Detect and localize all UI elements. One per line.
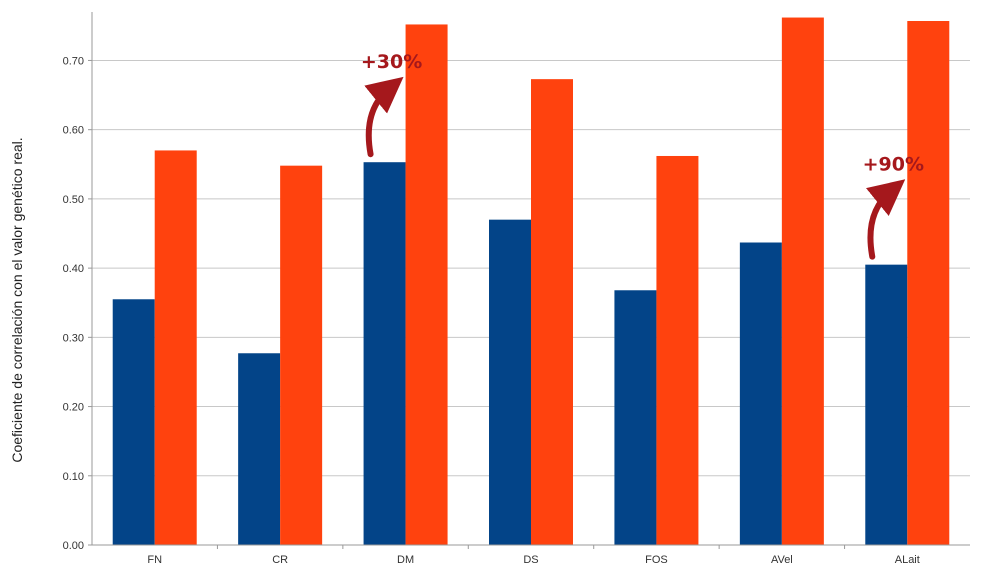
bar-fn-series-2	[154, 150, 197, 545]
x-tick-label: AVel	[771, 554, 793, 564]
x-tick-label: ALait	[895, 554, 920, 564]
annotation-label: +90%	[863, 154, 924, 176]
y-tick-label: 0.20	[63, 402, 84, 414]
annotations: +30% +90%	[361, 51, 924, 260]
y-tick-label: 0.00	[63, 540, 84, 552]
bar-dm-series-2	[405, 24, 448, 546]
y-tick-label: 0.10	[63, 471, 84, 483]
y-tick-label: 0.40	[63, 263, 84, 275]
bar-avel-series-1	[739, 242, 782, 545]
y-tick-label: 0.60	[63, 125, 84, 137]
bar-fos-series-2	[656, 155, 699, 545]
annotation-label: +30%	[361, 51, 422, 73]
x-tick-label: CR	[272, 554, 288, 564]
bar-fn-series-1	[112, 299, 155, 545]
x-tick-label: FOS	[645, 554, 668, 564]
y-tick-label: 0.70	[63, 55, 84, 67]
bar-fos-series-1	[614, 290, 657, 545]
annotation-arrow	[865, 179, 906, 260]
x-tick-label: DS	[523, 554, 538, 564]
bar-cr-series-2	[280, 165, 323, 545]
x-tick-label: DM	[397, 554, 414, 564]
bars	[112, 17, 950, 546]
y-tick-label: 0.50	[63, 194, 84, 206]
bar-alait-series-1	[865, 264, 908, 545]
bar-avel-series-2	[781, 17, 824, 546]
y-axis-label: Coeficiente de correlación con el valor …	[9, 137, 25, 462]
tick-labels: 0.00 0.10 0.20 0.30 0.40 0.50 0.60 0.70 FN CR DM DS…	[63, 55, 920, 564]
bar-dm-series-1	[363, 162, 406, 545]
bar-alait-series-2	[907, 20, 950, 545]
bar-ds-series-1	[489, 219, 531, 545]
bar-ds-series-2	[531, 79, 573, 545]
y-tick-label: 0.30	[63, 332, 84, 344]
axes	[91, 12, 970, 549]
x-tick-label: FN	[147, 554, 162, 564]
bar-cr-series-1	[238, 353, 281, 545]
annotation-arrow	[364, 76, 404, 158]
